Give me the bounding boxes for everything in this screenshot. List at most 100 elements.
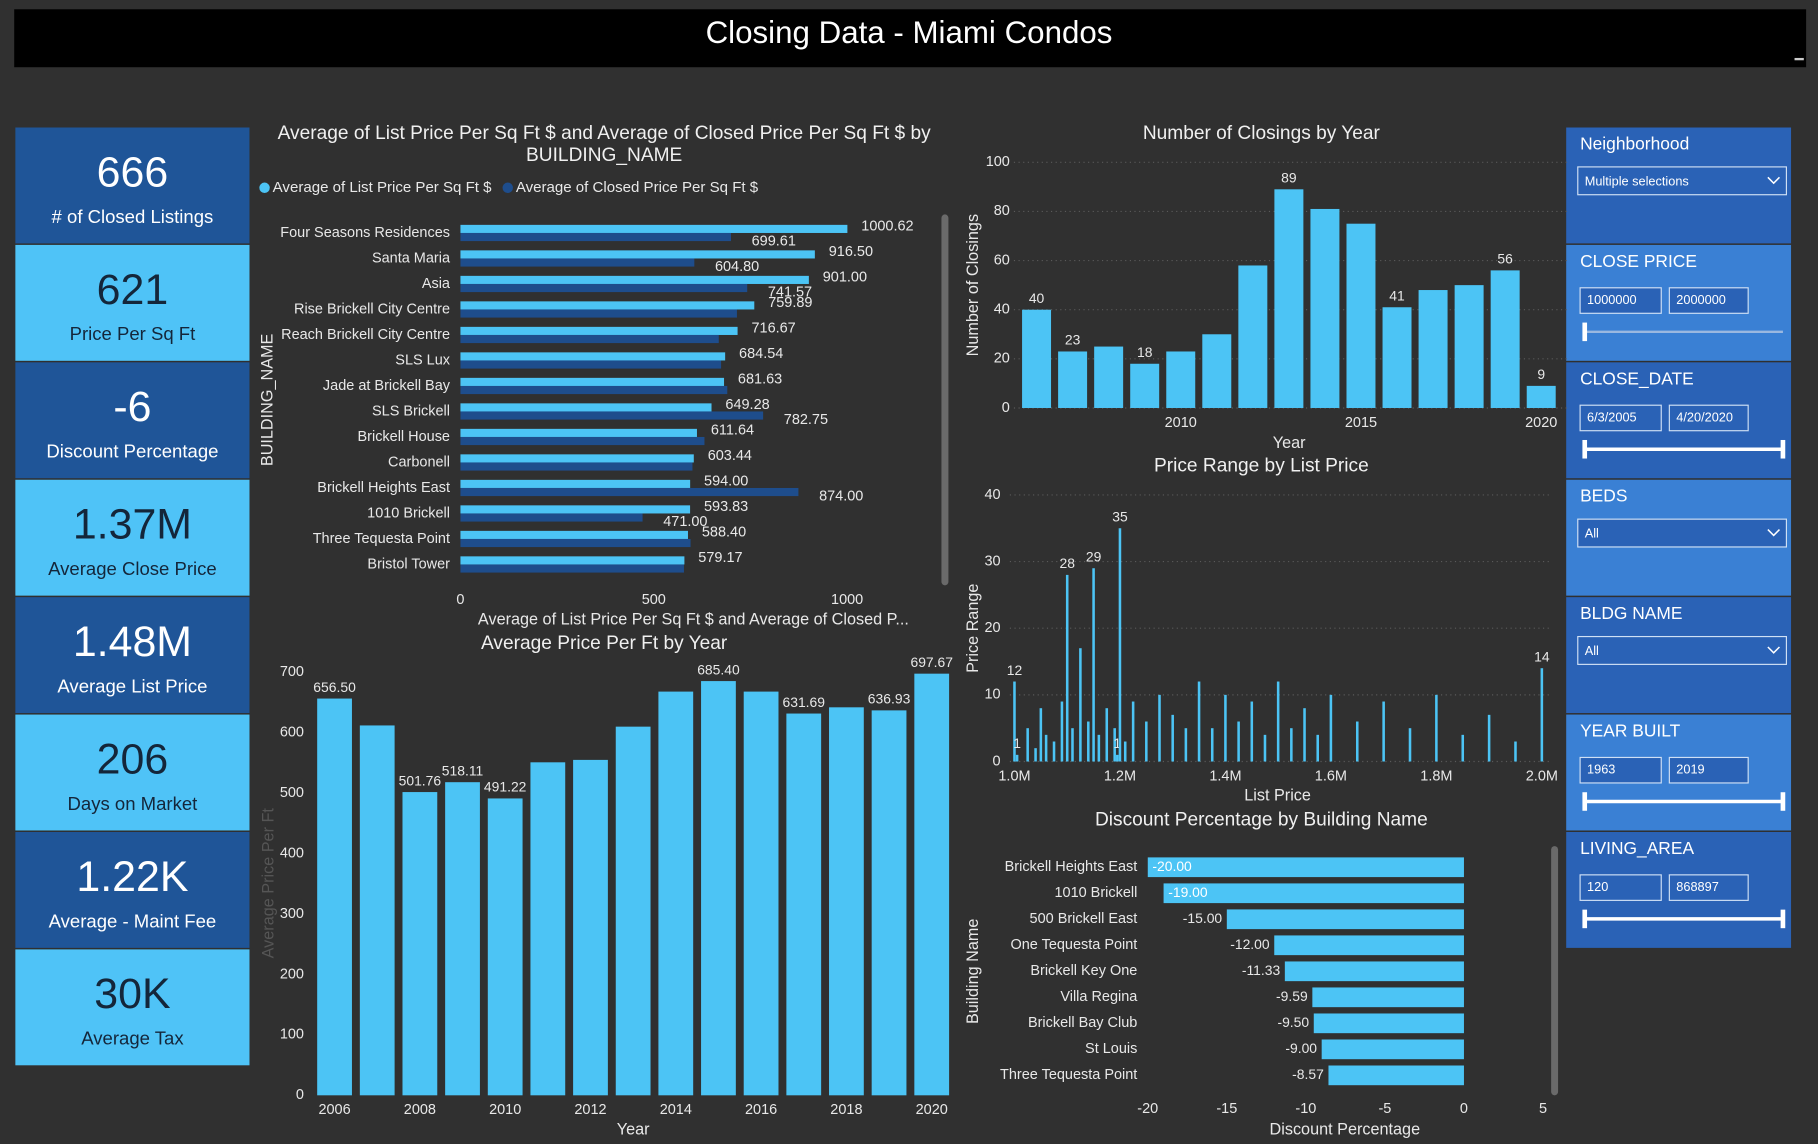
value-label: 29: [1086, 548, 1102, 564]
value-label: 603.44: [708, 448, 752, 464]
range-max: 868897: [1676, 879, 1718, 894]
bar: [1039, 708, 1043, 762]
x-tick-label: 2018: [830, 1102, 862, 1118]
category-label: St Louis: [1085, 1041, 1137, 1057]
range-input[interactable]: [1579, 287, 1662, 314]
category-label: Jade at Brickell Bay: [323, 378, 451, 394]
bar: [460, 436, 705, 446]
bar: [1329, 694, 1333, 762]
scrollbar-thumb[interactable]: [1551, 846, 1559, 1096]
bar: [460, 505, 691, 514]
minimize-icon[interactable]: [1794, 57, 1804, 61]
bar: [1461, 734, 1465, 762]
range-min: 1963: [1587, 762, 1615, 777]
y-axis-title: BUILDING_NAME: [258, 333, 276, 466]
x-axis-title: Average of List Price Per Sq Ft $ and Av…: [478, 610, 909, 628]
range-input[interactable]: [1668, 287, 1749, 314]
category-label: 500 Brickell East: [1030, 911, 1138, 927]
bar: [1094, 346, 1124, 408]
bar: [1184, 728, 1188, 762]
category-label: 1010 Brickell: [367, 505, 450, 521]
bar: [1065, 574, 1069, 762]
value-label: 501.76: [399, 772, 442, 788]
bar: [658, 691, 694, 1096]
bar: [460, 258, 695, 267]
bar: [1118, 528, 1122, 762]
legend-label: Average of Closed Price Per Sq Ft $: [516, 179, 759, 196]
bar: [1487, 714, 1491, 762]
dropdown[interactable]: [1577, 635, 1787, 665]
kpi-value: 206: [97, 735, 169, 783]
category-label: 1010 Brickell: [1054, 885, 1137, 901]
range-input[interactable]: [1668, 874, 1749, 901]
range-input[interactable]: [1579, 874, 1662, 901]
value-label: 697.67: [910, 654, 953, 670]
y-tick-label: 60: [994, 252, 1010, 268]
dropdown[interactable]: [1577, 166, 1787, 196]
legend-swatch: [259, 182, 270, 193]
page-title: Closing Data - Miami Condos: [706, 15, 1113, 50]
range-input[interactable]: [1579, 756, 1662, 784]
value-label: 588.40: [702, 524, 746, 540]
chart-title: Number of Closings by Year: [1142, 122, 1380, 144]
bar: [1097, 734, 1101, 762]
bar: [460, 564, 684, 573]
kpi-card: [15, 362, 250, 479]
bar: [460, 334, 719, 344]
slider-handle[interactable]: [1582, 322, 1588, 342]
bar: [914, 673, 950, 1096]
bar: [487, 798, 523, 1096]
value-label: 23: [1065, 332, 1081, 348]
value-label: 40: [1029, 290, 1045, 306]
range-input[interactable]: [1668, 404, 1749, 432]
y-tick-label: 0: [296, 1087, 304, 1103]
x-tick-label: 2020: [916, 1102, 948, 1118]
chart-title: Average of List Price Per Sq Ft $ and Av…: [277, 122, 931, 166]
filter-title: BLDG NAME: [1580, 603, 1682, 623]
y-tick-label: 40: [984, 487, 1000, 503]
bar: [1382, 701, 1385, 762]
slider-handle[interactable]: [1780, 439, 1786, 459]
bar: [1312, 987, 1464, 1008]
category-label: Three Tequesta Point: [313, 531, 450, 547]
value-label: 594.00: [704, 473, 748, 489]
value-label: 916.50: [829, 244, 873, 260]
range-input[interactable]: [1668, 756, 1749, 784]
filter-title: CLOSE PRICE: [1580, 251, 1697, 271]
value-label: 579.17: [698, 550, 742, 566]
y-axis-title: Average Price Per Ft: [259, 808, 277, 959]
bar: [1058, 351, 1088, 408]
bar: [1166, 351, 1196, 408]
value-label: 874.00: [819, 488, 863, 504]
bar: [1276, 681, 1280, 762]
bar: [460, 275, 809, 284]
kpi-value: 1.48M: [73, 618, 192, 666]
x-tick-label: 1.2M: [1104, 768, 1136, 784]
slider-handle[interactable]: [1780, 909, 1786, 929]
range-input[interactable]: [1579, 404, 1662, 432]
bar: [701, 681, 736, 1096]
x-tick-label: 1000: [831, 592, 863, 608]
category-label: Brickell Key One: [1030, 963, 1137, 979]
scrollbar-thumb[interactable]: [941, 214, 949, 586]
kpi-label: Average Tax: [81, 1028, 184, 1049]
title-bar: [14, 9, 1807, 68]
bar: [460, 530, 688, 539]
slider-handle[interactable]: [1582, 909, 1588, 929]
bar: [460, 360, 722, 369]
bar: [1313, 1013, 1464, 1034]
kpi-card: [15, 127, 250, 244]
bar: [460, 301, 755, 310]
bar: [1303, 708, 1306, 762]
slider-handle[interactable]: [1582, 439, 1588, 459]
x-axis-title: Discount Percentage: [1270, 1120, 1421, 1138]
range-min: 1000000: [1587, 292, 1637, 307]
slider-handle[interactable]: [1582, 792, 1588, 811]
x-tick-label: 2020: [1525, 415, 1557, 431]
slider-handle[interactable]: [1780, 792, 1786, 811]
chart-title: Average Price Per Ft by Year: [481, 632, 728, 654]
dropdown[interactable]: [1577, 518, 1787, 548]
dropdown-value: All: [1585, 643, 1599, 658]
